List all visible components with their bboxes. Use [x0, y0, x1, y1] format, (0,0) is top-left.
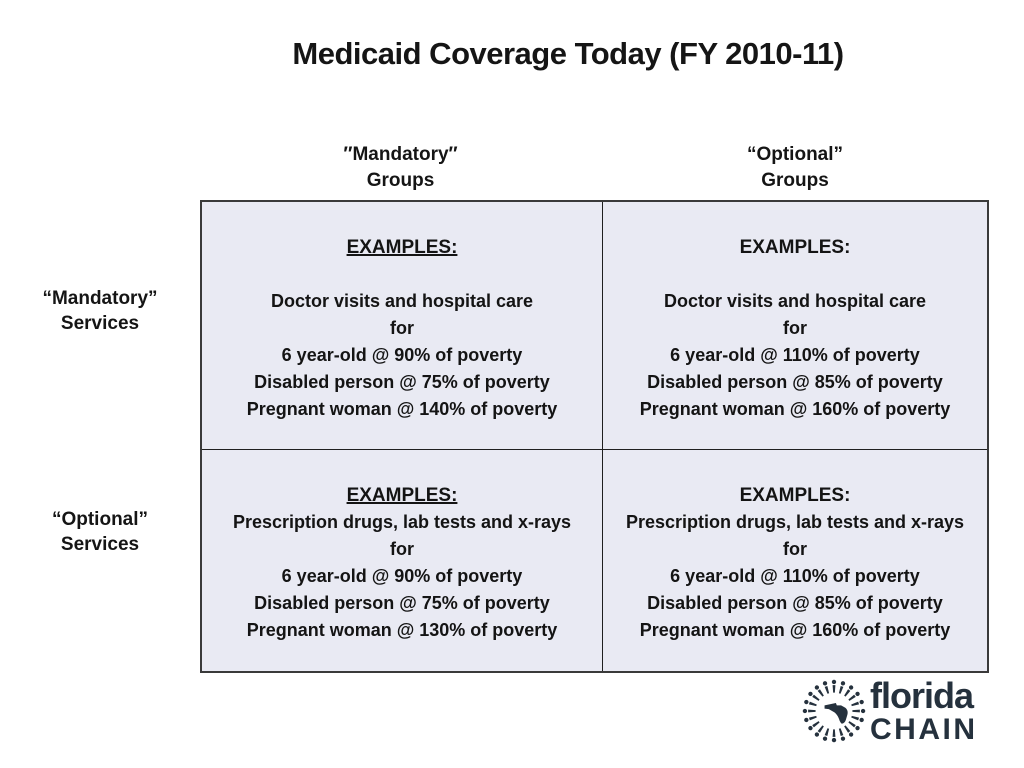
cell-line: Disabled person @ 75% of poverty [254, 372, 550, 392]
column-header-line: Groups [761, 170, 829, 191]
cell-line: Disabled person @ 75% of poverty [254, 593, 550, 613]
logo-wordmark-florida: florida [870, 674, 974, 716]
cell-optional-services-optional-groups: EXAMPLES: Prescription drugs, lab tests … [603, 450, 987, 671]
row-header-line: Services [60, 534, 140, 555]
column-header-line: Groups [366, 170, 435, 191]
row-header-line: “Optional” [51, 509, 149, 530]
cell-line: Doctor visits and hospital care [663, 291, 927, 311]
cell-heading: EXAMPLES: [739, 485, 851, 506]
cell-line: Prescription drugs, lab tests and x-rays [625, 512, 965, 532]
column-header-line: ″Mandatory″ [343, 144, 458, 165]
column-header-line: “Optional” [746, 144, 844, 165]
cell-line: for [390, 539, 414, 559]
column-header-mandatory-groups: ″Mandatory″ Groups [200, 142, 601, 194]
cell-line: Pregnant woman @ 130% of poverty [246, 620, 558, 640]
cell-line: Prescription drugs, lab tests and x-rays [232, 512, 572, 532]
cell-heading: EXAMPLES: [346, 485, 458, 506]
row-header-mandatory-services: “Mandatory” Services [0, 286, 200, 336]
logo-wordmark-chain: CHAIN [870, 712, 978, 746]
cell-line: Disabled person @ 85% of poverty [647, 372, 943, 392]
cell-line: Pregnant woman @ 140% of poverty [246, 399, 558, 419]
cell-heading: EXAMPLES: [346, 237, 458, 258]
row-header-line: “Mandatory” [42, 288, 158, 309]
cell-mandatory-services-optional-groups: EXAMPLES: Doctor visits and hospital car… [603, 202, 987, 450]
cell-mandatory-services-mandatory-groups: EXAMPLES: Doctor visits and hospital car… [202, 202, 603, 450]
florida-state-silhouette [824, 702, 848, 724]
cell-line: for [390, 318, 414, 338]
cell-line: 6 year-old @ 110% of poverty [670, 566, 920, 586]
cell-line: Doctor visits and hospital care [270, 291, 534, 311]
cell-heading: EXAMPLES: [739, 237, 851, 258]
row-header-line: Services [60, 313, 140, 334]
florida-chain-logo: florida CHAIN [800, 677, 978, 745]
cell-line: 6 year-old @ 110% of poverty [670, 345, 920, 365]
cell-line: Pregnant woman @ 160% of poverty [639, 620, 951, 640]
coverage-matrix-table: EXAMPLES: Doctor visits and hospital car… [200, 200, 989, 673]
florida-chain-emblem-icon [802, 679, 866, 743]
cell-optional-services-mandatory-groups: EXAMPLES: Prescription drugs, lab tests … [202, 450, 603, 671]
cell-line: 6 year-old @ 90% of poverty [281, 345, 523, 365]
logo-wordmark: florida CHAIN [870, 674, 978, 746]
column-header-optional-groups: “Optional” Groups [601, 142, 989, 194]
page-title: Medicaid Coverage Today (FY 2010-11) [292, 36, 844, 71]
cell-line: for [783, 318, 807, 338]
cell-line: Disabled person @ 85% of poverty [647, 593, 943, 613]
cell-line: 6 year-old @ 90% of poverty [281, 566, 523, 586]
cell-line: Pregnant woman @ 160% of poverty [639, 399, 951, 419]
cell-line: for [783, 539, 807, 559]
row-header-optional-services: “Optional” Services [0, 507, 200, 557]
